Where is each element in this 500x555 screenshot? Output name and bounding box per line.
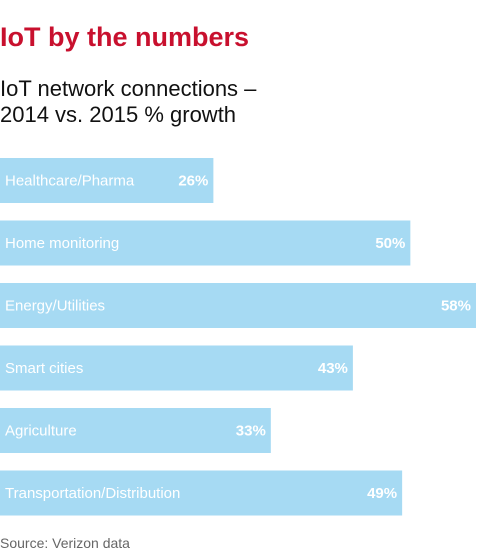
bar-label-transportation-distribution: Transportation/Distribution	[5, 485, 180, 502]
bar-group-home-monitoring: Home monitoring 50%	[0, 220, 411, 266]
bar-label-energy-utilities: Energy/Utilities	[5, 298, 105, 315]
bar-value-healthcare-pharma: 26%	[178, 173, 208, 190]
bar-smart-cities	[0, 345, 353, 391]
bar-energy-utilities	[0, 283, 476, 328]
bar-label-home-monitoring: Home monitoring	[5, 235, 119, 252]
bar-agriculture	[0, 408, 271, 453]
bar-label-healthcare-pharma: Healthcare/Pharma	[5, 173, 135, 190]
bar-group-energy-utilities: Energy/Utilities 58%	[0, 283, 476, 328]
source-note: Source: Verizon data	[0, 535, 130, 551]
bar-group-transportation-distribution: Transportation/Distribution 49%	[0, 470, 403, 516]
bar-group-healthcare-pharma: Healthcare/Pharma 26%	[0, 158, 214, 203]
chart-title-line-1: IoT network connections –	[0, 76, 257, 101]
bar-value-smart-cities: 43%	[318, 360, 348, 377]
bar-value-agriculture: 33%	[236, 423, 266, 440]
bar-value-home-monitoring: 50%	[375, 235, 405, 252]
page-headline: IoT by the numbers	[0, 22, 250, 52]
bar-value-transportation-distribution: 49%	[367, 485, 397, 502]
bar-group-agriculture: Agriculture 33%	[0, 408, 271, 453]
chart-title: IoT network connections – 2014 vs. 2015 …	[0, 76, 256, 128]
bar-label-smart-cities: Smart cities	[5, 360, 83, 377]
chart-title-line-2: 2014 vs. 2015 % growth	[0, 102, 237, 127]
bar-transportation-distribution	[0, 470, 403, 516]
bar-home-monitoring	[0, 220, 411, 266]
bar-value-energy-utilities: 58%	[441, 298, 471, 315]
bar-group-smart-cities: Smart cities 43%	[0, 345, 353, 391]
bar-healthcare-pharma	[0, 158, 214, 203]
bar-label-agriculture: Agriculture	[5, 423, 77, 440]
